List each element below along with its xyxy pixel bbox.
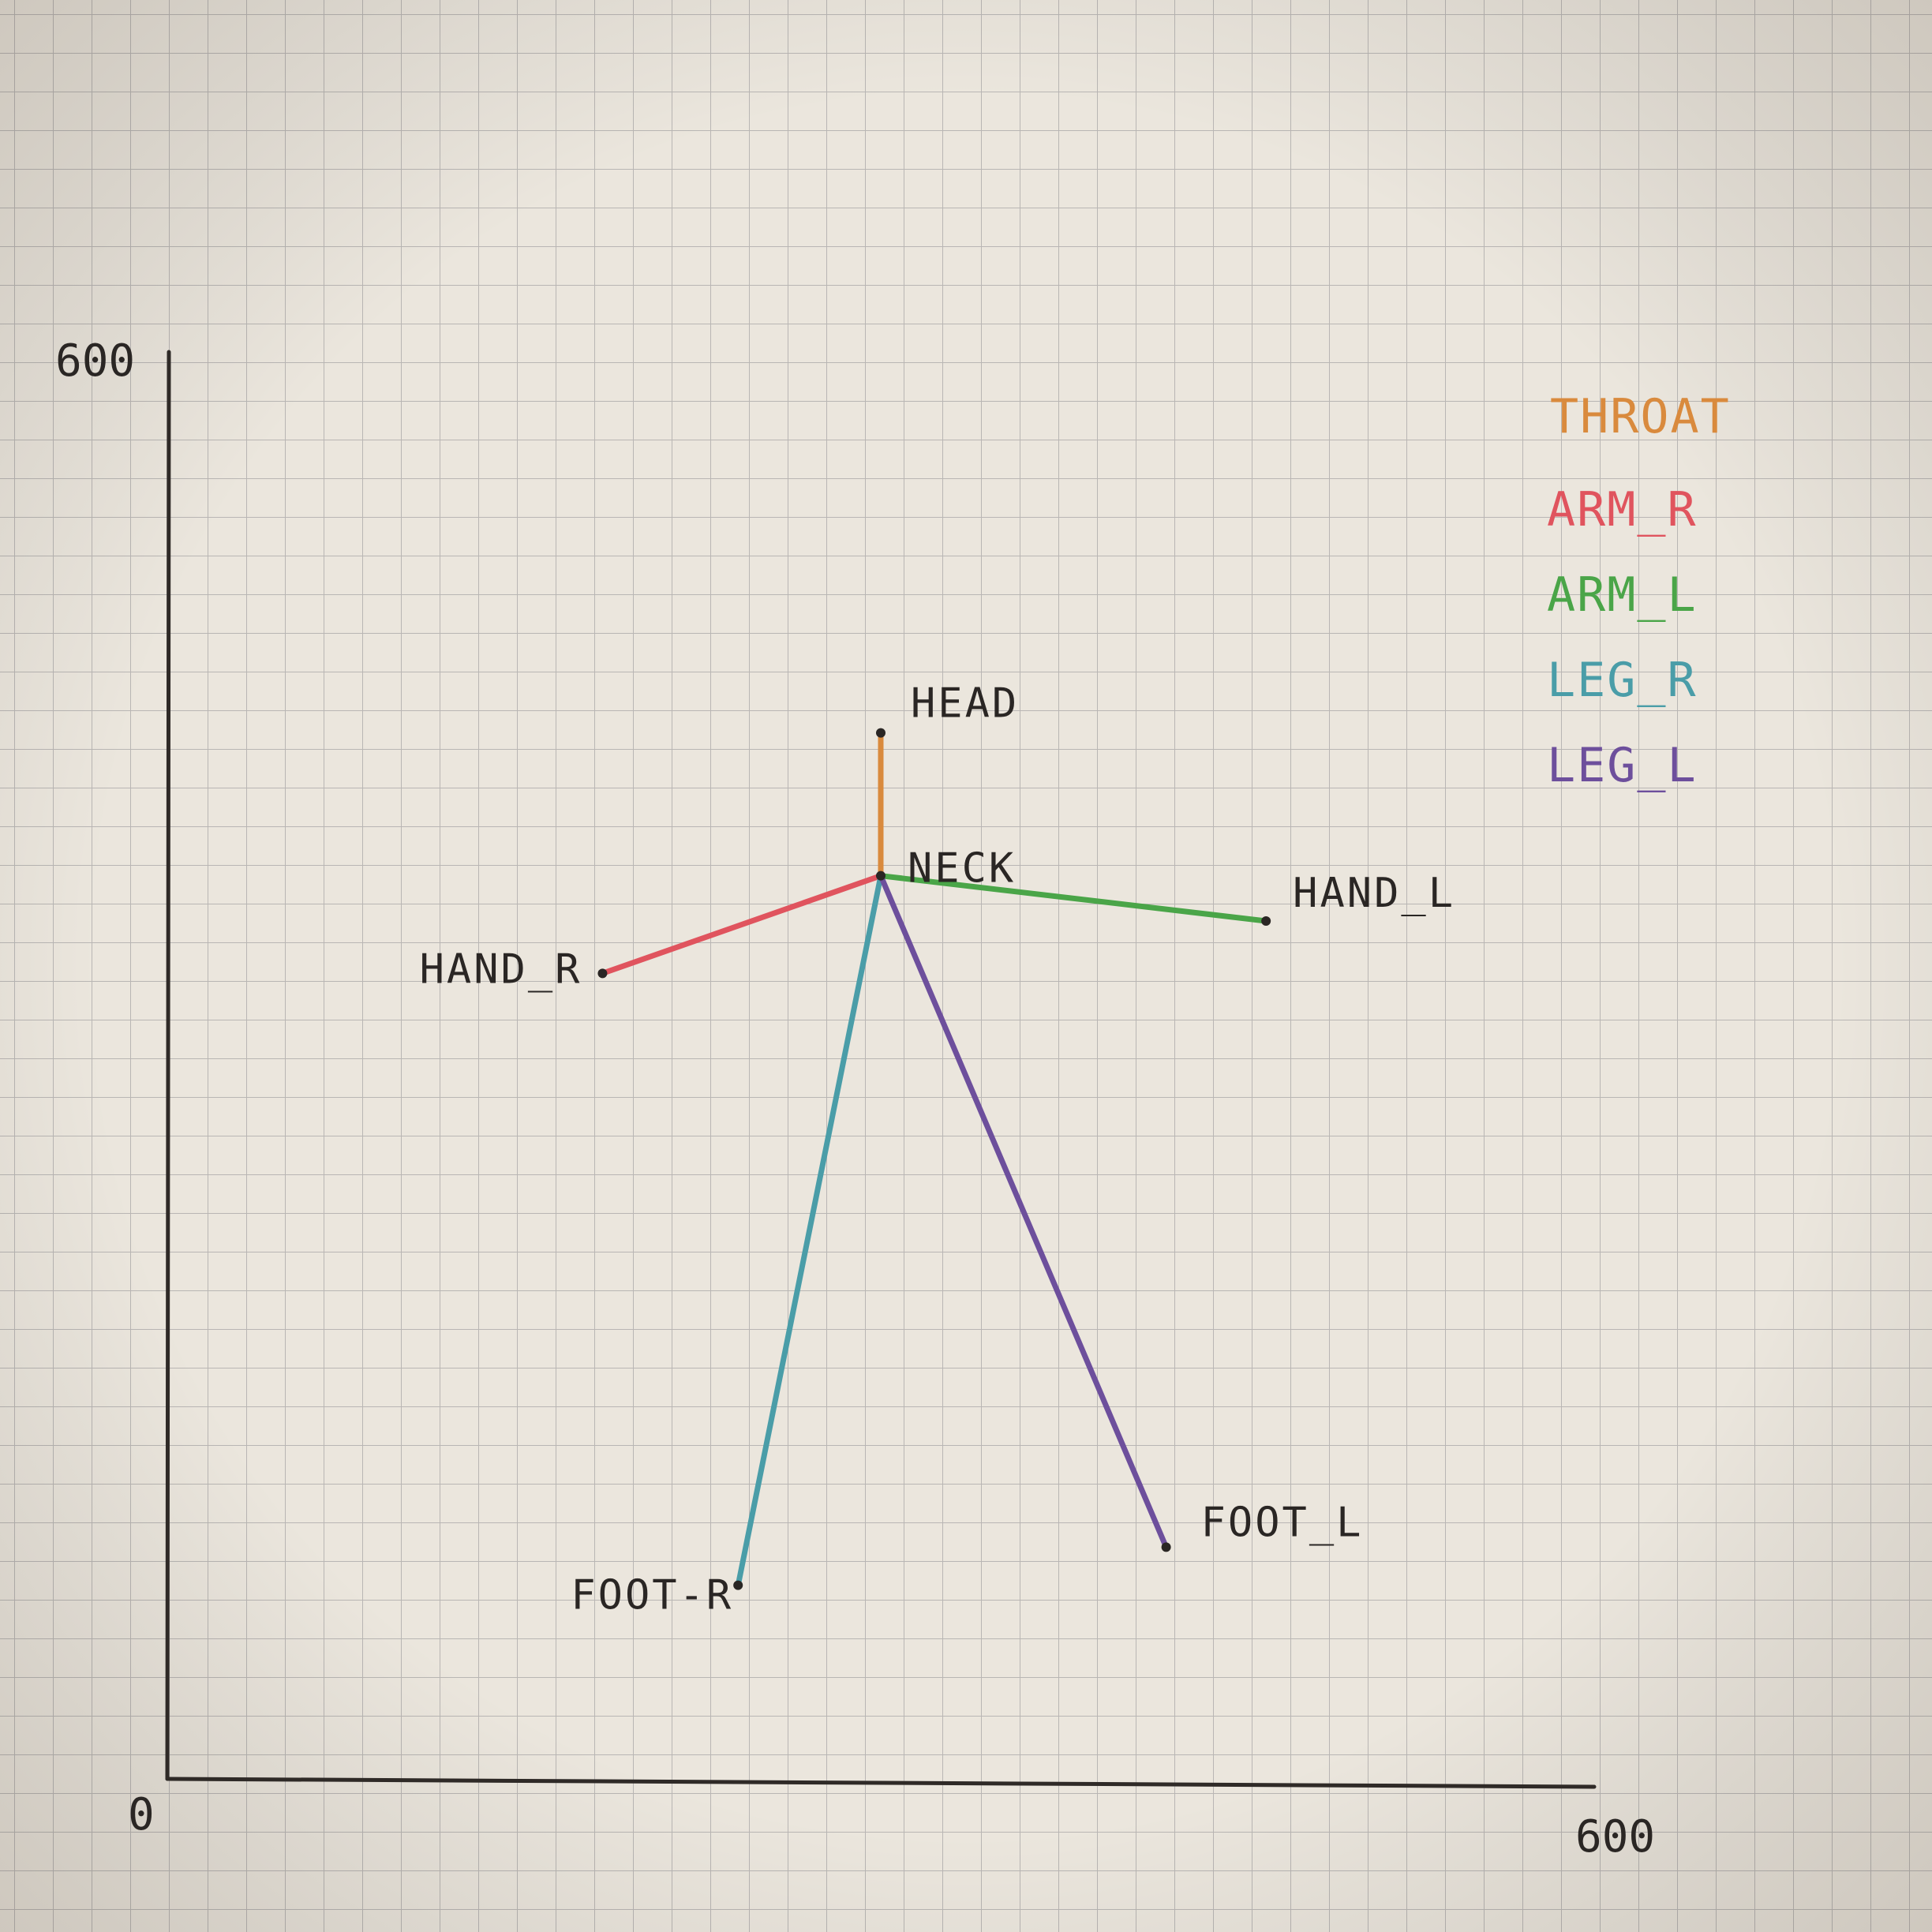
x-axis xyxy=(165,1777,1597,1789)
joint-hand-l xyxy=(1261,915,1271,926)
legend-leg-r: LEG_R xyxy=(1547,653,1698,708)
label-neck: NECK xyxy=(908,845,1016,893)
joint-foot-l xyxy=(1161,1542,1171,1552)
legend: THROAT ARM_R ARM_L LEG_R LEG_L xyxy=(1547,389,1731,793)
segment-arm-l xyxy=(878,873,1269,924)
legend-leg-l: LEG_L xyxy=(1547,738,1698,793)
label-foot-l: FOOT_L xyxy=(1201,1499,1364,1546)
joint-hand-r xyxy=(597,968,608,979)
skeleton-joints xyxy=(597,728,1271,1590)
joint-neck xyxy=(876,871,886,881)
y-axis-max-label: 600 xyxy=(55,335,135,387)
label-foot-r: FOOT-R xyxy=(571,1572,733,1619)
y-axis xyxy=(165,350,171,1781)
x-axis-max-label: 600 xyxy=(1575,1811,1655,1863)
label-hand-r: HAND_R xyxy=(420,945,582,993)
segment-leg-r xyxy=(735,873,884,1589)
label-hand-l: HAND_L xyxy=(1293,870,1455,917)
legend-throat: THROAT xyxy=(1550,389,1731,444)
origin-label: 0 xyxy=(128,1789,155,1840)
joint-labels: HEAD NECK HAND_R HAND_L FOOT-R FOOT_L xyxy=(420,680,1455,1619)
legend-arm-l: ARM_L xyxy=(1547,567,1698,623)
legend-arm-r: ARM_R xyxy=(1547,482,1698,537)
segment-leg-l xyxy=(878,873,1170,1550)
label-head: HEAD xyxy=(911,680,1019,728)
skeleton-segments xyxy=(599,730,1269,1589)
segment-arm-r xyxy=(599,873,884,976)
joint-foot-r xyxy=(733,1580,743,1590)
joint-head xyxy=(876,728,886,738)
